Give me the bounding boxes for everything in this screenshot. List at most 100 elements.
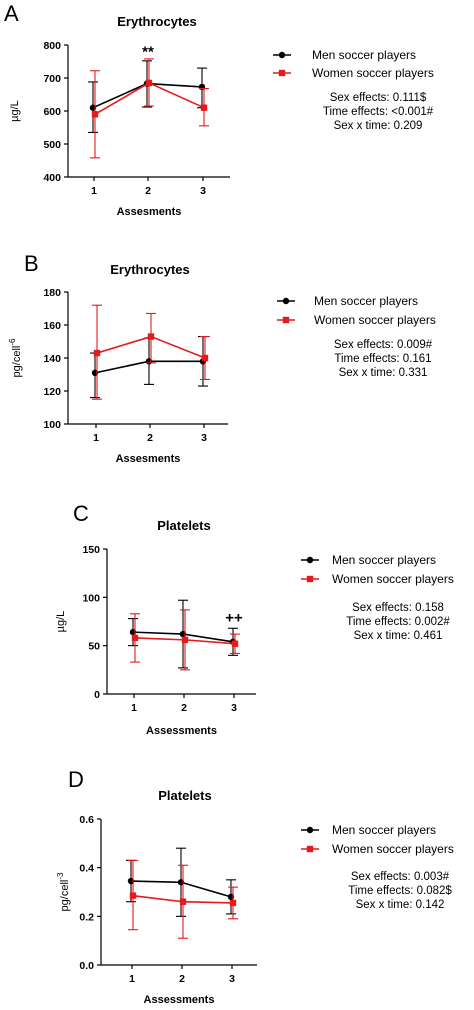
legend-marker <box>278 51 286 59</box>
data-point <box>229 899 237 907</box>
y-tick-label: 700 <box>43 73 61 85</box>
legend-label: Women soccer players <box>314 313 436 327</box>
legend-label: Men soccer players <box>332 553 436 567</box>
stats-line: Time effects: 0.161 <box>334 353 431 365</box>
y-axis-title-main: pg/cell <box>59 880 71 912</box>
legend-label: Men soccer players <box>312 48 416 62</box>
panel-letter: C <box>73 501 89 526</box>
x-axis-title: Assesments <box>117 206 182 218</box>
series-women <box>90 58 209 159</box>
panel-letter: D <box>68 767 84 792</box>
chart-title: Erythrocytes <box>117 14 196 29</box>
stats-line: Sex effects: 0.111$ <box>330 92 427 104</box>
y-axis-title-main: pg/cell <box>11 346 23 378</box>
y-axis-title-sup: -3 <box>56 872 65 880</box>
data-point <box>179 898 187 905</box>
y-tick-label: 0.4 <box>79 863 94 875</box>
legend-label: Women soccer players <box>312 66 434 80</box>
data-point <box>129 892 137 899</box>
y-tick-label: 0.6 <box>79 814 94 826</box>
y-tick-label: 500 <box>43 139 61 151</box>
series-men <box>88 60 207 133</box>
significance-mark: ** <box>142 44 154 61</box>
stats-line: Sex effects: 0.009# <box>334 339 433 351</box>
y-axis-title: pg/cell-6 <box>8 338 23 377</box>
legend-marker <box>282 316 290 324</box>
series-women <box>92 304 210 400</box>
stats-line: Sex x time: 0.331 <box>339 367 428 379</box>
legend-label: Men soccer players <box>314 294 418 308</box>
data-point <box>181 636 189 644</box>
legend-marker <box>278 69 286 77</box>
x-tick-label: 1 <box>129 973 135 985</box>
x-tick-label: 1 <box>91 185 97 197</box>
data-point <box>145 79 153 87</box>
x-axis-title: Assesments <box>116 453 181 465</box>
chart-title: Erythrocytes <box>110 262 189 277</box>
stats-line: Sex effects: 0.158 <box>352 602 444 614</box>
x-tick-label: 2 <box>181 702 187 714</box>
stats-line: Sex x time: 0.209 <box>334 120 423 132</box>
y-tick-label: 600 <box>43 106 61 118</box>
stats-line: Time effects: 0.082$ <box>348 885 452 897</box>
y-tick-label: 50 <box>88 641 100 653</box>
data-point <box>147 333 155 340</box>
series-men <box>90 335 208 399</box>
series-women <box>128 859 238 939</box>
y-tick-label: 0.0 <box>79 960 94 972</box>
y-tick-label: 800 <box>43 40 61 52</box>
panel-d: D Platelets 0.0 0.2 0.4 0.6 1 2 3 Assessments pg/c… <box>56 767 454 1006</box>
y-tick-label: 150 <box>82 544 100 556</box>
legend-label: Women soccer players <box>332 842 454 856</box>
x-tick-label: 3 <box>229 973 235 985</box>
x-tick-label: 2 <box>179 973 185 985</box>
data-point <box>200 104 208 111</box>
series-men <box>128 599 238 669</box>
y-axis-title: µg/L <box>9 100 21 122</box>
y-axis-title: µg/L <box>55 611 67 633</box>
x-tick-label: 1 <box>93 432 99 444</box>
stats-line: Sex x time: 0.461 <box>354 630 443 642</box>
stats-line: Time effects: 0.002# <box>346 616 450 628</box>
legend-marker <box>306 845 314 853</box>
panel-a: A Erythrocytes 400 500 600 700 800 1 2 3 Assesment… <box>4 1 434 218</box>
y-tick-label: 100 <box>82 592 100 604</box>
x-tick-label: 1 <box>131 702 137 714</box>
series-men <box>126 847 236 917</box>
y-tick-label: 100 <box>43 419 61 431</box>
data-point <box>93 349 101 357</box>
x-axis-title: Assessments <box>144 994 215 1006</box>
y-tick-label: 120 <box>43 386 61 398</box>
x-tick-label: 3 <box>201 432 207 444</box>
panel-letter: A <box>4 1 19 26</box>
panel-b: B Erythrocytes 100 120 140 160 180 1 2 3 Assesment… <box>8 251 436 465</box>
y-axis-title-sup: -6 <box>8 338 17 346</box>
x-tick-label: 3 <box>200 185 206 197</box>
significance-mark: ++ <box>225 609 243 626</box>
y-tick-label: 400 <box>43 172 61 184</box>
y-tick-label: 140 <box>43 353 61 365</box>
data-point <box>131 634 139 642</box>
stats-line: Sex effects: 0.003# <box>351 871 450 883</box>
legend-marker <box>306 826 314 834</box>
x-tick-label: 2 <box>147 432 153 444</box>
y-tick-label: 180 <box>43 287 61 299</box>
chart-title: Platelets <box>158 788 211 803</box>
legend-marker <box>306 575 314 583</box>
data-point <box>201 354 209 362</box>
series-women <box>130 609 240 671</box>
legend-label: Men soccer players <box>332 823 436 837</box>
x-axis-title: Assessments <box>146 725 217 737</box>
legend-marker <box>306 556 314 564</box>
y-tick-label: 0 <box>94 689 100 701</box>
stats-line: Sex x time: 0.142 <box>356 899 445 911</box>
x-tick-label: 2 <box>145 185 151 197</box>
chart-title: Platelets <box>157 518 210 533</box>
data-point <box>91 111 99 118</box>
data-point <box>231 640 239 647</box>
legend-marker <box>282 297 290 305</box>
x-tick-label: 3 <box>231 702 237 714</box>
panel-letter: B <box>24 251 39 276</box>
legend-label: Women soccer players <box>332 572 454 586</box>
